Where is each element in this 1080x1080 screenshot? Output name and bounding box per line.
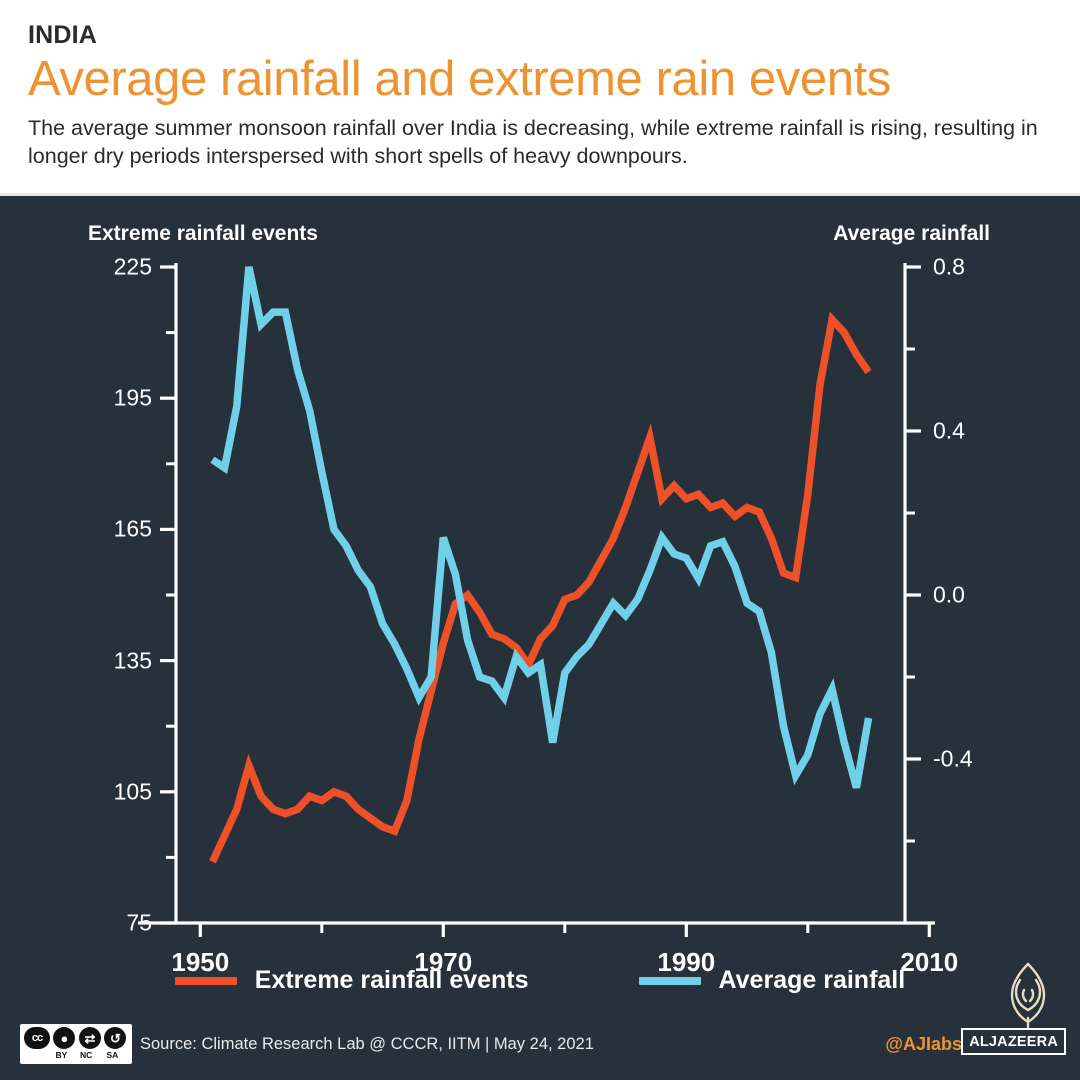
cc-by-person-icon: ● — [53, 1027, 76, 1049]
axis-tick-label: 1950 — [171, 947, 230, 977]
source-credit: Source: Climate Research Lab @ CCCR, IIT… — [140, 1035, 594, 1053]
creative-commons-badge[interactable]: cc ● BY ⇄ NC ↺ SA — [20, 1024, 132, 1064]
axis-tick-label: 225 — [113, 253, 152, 280]
axis-tick-label: 1990 — [657, 947, 716, 977]
legend-item-extreme-rainfall-events[interactable]: Extreme rainfall events — [174, 966, 529, 995]
header: INDIA Average rainfall and extreme rain … — [0, 0, 1080, 196]
axis-tick-label: 105 — [113, 778, 152, 805]
aljazeera-wordmark: ALJAZEERA — [961, 1028, 1066, 1055]
legend-item-average-rainfall[interactable]: Average rainfall — [638, 966, 906, 995]
cc-sa-label: SA — [106, 1050, 119, 1060]
legend-label: Extreme rainfall events — [254, 966, 529, 994]
chart-panel: Extreme rainfall events Average rainfall… — [0, 196, 1080, 1080]
series-line-extreme-rainfall-events — [209, 311, 872, 864]
ajlabs-handle[interactable]: @AJIabs — [885, 1034, 962, 1054]
cc-by-label: BY — [55, 1050, 68, 1060]
axis-tick-label: 1970 — [414, 947, 473, 977]
series-layer — [209, 266, 873, 864]
axis-tick-label: 0.4 — [933, 417, 965, 444]
legend-swatch-icon — [638, 976, 701, 985]
cc-icon: cc — [24, 1027, 50, 1049]
footer: cc ● BY ⇄ NC ↺ SA Source: Climate Resear… — [0, 962, 1080, 1080]
cc-nc-label: NC — [79, 1050, 93, 1060]
axis-tick-label: 0.8 — [933, 253, 965, 280]
legend-swatch-icon — [174, 976, 237, 985]
standfirst: The average summer monsoon rainfall over… — [28, 116, 1038, 169]
series-line-average-rainfall — [210, 266, 873, 789]
axis-tick-label: 195 — [113, 384, 152, 411]
al-jazeera-flame-logo-icon — [1010, 962, 1046, 1029]
header-divider — [0, 193, 1080, 196]
axis-tick-label: 2010 — [900, 947, 959, 977]
left-axis-title: Extreme rainfall events — [88, 222, 318, 245]
axis-tick-label: 75 — [126, 909, 152, 936]
cc-sa-sharealike-icon: ↺ — [104, 1027, 127, 1049]
legend-label: Average rainfall — [718, 966, 906, 994]
cc-nc-noncommercial-icon: ⇄ — [78, 1027, 101, 1049]
aljazeera-wordmark-label: ALJAZEERA — [969, 1034, 1058, 1050]
axis-tick-label: 165 — [113, 515, 152, 542]
line-chart-plot — [138, 263, 935, 937]
axis-tick-label: 0.0 — [933, 581, 965, 608]
page-title: Average rainfall and extreme rain events — [28, 51, 891, 106]
axis-tick-label: -0.4 — [933, 745, 973, 772]
right-axis-title: Average rainfall — [833, 222, 990, 245]
axis-tick-label: 135 — [113, 647, 152, 674]
chart-legend: Extreme rainfall events Average rainfall — [0, 966, 1080, 995]
axes-layer — [138, 263, 935, 937]
kicker: INDIA — [28, 21, 98, 49]
